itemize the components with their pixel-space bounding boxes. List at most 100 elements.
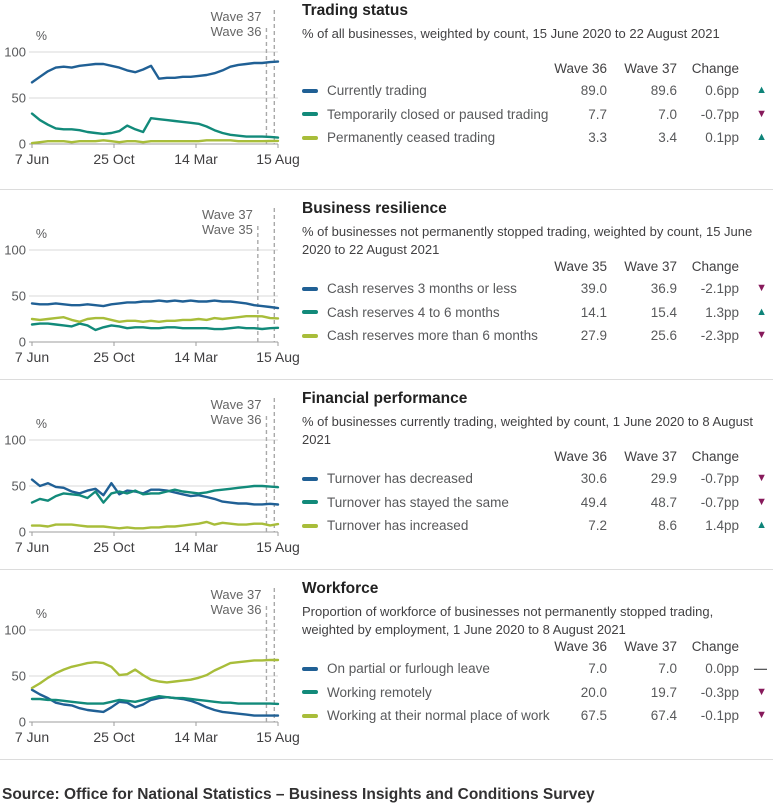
column-header-prev-wave: Wave 36	[554, 638, 607, 654]
table-row: Turnover has stayed the same 49.4 48.7 -…	[302, 491, 767, 515]
table-row: Turnover has increased 7.2 8.6 1.4pp ▲	[302, 514, 767, 538]
panel-title: Business resilience	[302, 200, 447, 217]
x-tick-label: 7 Jun	[15, 349, 49, 365]
x-tick-label: 7 Jun	[15, 151, 49, 167]
change-value: -0.3pp	[700, 684, 739, 700]
series-label: Turnover has decreased	[327, 471, 473, 487]
series-color-swatch-icon	[302, 476, 318, 481]
change-value: -0.1pp	[700, 708, 739, 724]
series-label-cell: Turnover has increased	[302, 518, 549, 533]
info-column: Financial performance % of businesses cu…	[302, 390, 773, 569]
prev-wave-value: 7.2	[588, 518, 607, 534]
wave-marker-label: Wave 37	[202, 207, 253, 222]
table-row: Cash reserves more than 6 months 27.9 25…	[302, 324, 767, 348]
table-row: Currently trading 89.0 89.6 0.6pp ▲	[302, 79, 767, 103]
change-value: -0.7pp	[700, 471, 739, 487]
x-tick-label: 25 Oct	[93, 349, 134, 365]
series-label-cell: Cash reserves 4 to 6 months	[302, 305, 549, 320]
x-tick-label: 25 Oct	[93, 729, 134, 745]
panel-subtitle: % of businesses currently trading, weigh…	[302, 413, 753, 447]
series-label-cell: Working remotely	[302, 685, 549, 700]
series-label-cell: Working at their normal place of work	[302, 708, 550, 723]
change-down-icon: ▼	[756, 709, 767, 722]
y-tick-label: 0	[19, 335, 26, 350]
wave-37-value: 7.0	[658, 661, 677, 677]
chart-column: 0 50 100% 7 Jun 25 Oct 14 Mar 15 Aug Wave 37 Wav…	[0, 200, 302, 379]
series-color-swatch-icon	[302, 135, 318, 140]
series-label: Temporarily closed or paused trading	[327, 106, 549, 122]
x-tick-label: 14 Mar	[174, 151, 218, 167]
table-row: Cash reserves 4 to 6 months 14.1 15.4 1.…	[302, 301, 767, 325]
change-value: 1.4pp	[705, 518, 739, 534]
wave-marker-label: Wave 37	[211, 587, 262, 602]
column-header-prev-wave: Wave 36	[554, 60, 607, 76]
table-row: Working remotely 20.0 19.7 -0.3pp ▼	[302, 681, 767, 705]
series-color-swatch-icon	[302, 112, 318, 117]
column-header-prev-wave: Wave 36	[554, 448, 607, 464]
y-axis-unit-label: %	[36, 607, 47, 621]
prev-wave-value: 7.0	[588, 661, 607, 677]
y-axis-unit-label: %	[36, 227, 47, 241]
info-column: Trading status % of all businesses, weig…	[302, 2, 773, 189]
panel-financial-performance: 0 50 100% 7 Jun 25 Oct 14 Mar 15 Aug Wave 37 Wav…	[0, 380, 773, 570]
line-chart: 0 50 100% 7 Jun 25 Oct 14 Mar 15 Aug Wave 37Wav…	[4, 397, 300, 555]
wave-37-value: 8.6	[658, 518, 677, 534]
prev-wave-value: 49.4	[580, 494, 607, 510]
wave-37-value: 48.7	[650, 494, 677, 510]
y-axis-unit-label: %	[36, 417, 47, 431]
x-tick-label: 14 Mar	[174, 729, 218, 745]
wave-marker-label: Wave 37	[211, 9, 262, 24]
series-line	[30, 139, 280, 145]
column-header-wave-37: Wave 37	[624, 638, 677, 654]
panel-trading-status: 0 50 100% 7 Jun 25 Oct 14 Mar 15 Aug Wave 37 Wav…	[0, 0, 773, 190]
wave-37-value: 67.4	[650, 708, 677, 724]
change-down-icon: ▼	[756, 495, 767, 508]
x-tick-label: 14 Mar	[174, 539, 218, 555]
comparison-table: Wave 35 Wave 37 Change Cash reserves 3 m…	[302, 255, 767, 348]
wave-37-value: 19.7	[650, 684, 677, 700]
prev-wave-value: 7.7	[588, 106, 607, 122]
chart-column: 0 50 100% 7 Jun 25 Oct 14 Mar 15 Aug Wave 37 Wav…	[0, 2, 302, 189]
series-label-cell: Cash reserves more than 6 months	[302, 328, 549, 343]
change-value: -0.7pp	[700, 106, 739, 122]
line-chart: 0 50 100% 7 Jun 25 Oct 14 Mar 15 Aug Wave 37Wav…	[4, 587, 300, 745]
table-header-row: Wave 35 Wave 37 Change	[302, 255, 767, 277]
prev-wave-value: 3.3	[588, 130, 607, 146]
series-label: Currently trading	[327, 83, 427, 99]
prev-wave-value: 89.0	[580, 83, 607, 99]
series-line	[30, 520, 280, 530]
series-label-cell: Cash reserves 3 months or less	[302, 281, 549, 296]
series-label: Cash reserves 3 months or less	[327, 281, 517, 297]
wave-37-value: 7.0	[658, 106, 677, 122]
y-tick-label: 0	[19, 137, 26, 152]
series-line	[30, 478, 280, 506]
change-up-icon: ▲	[756, 131, 767, 144]
x-tick-label: 25 Oct	[93, 151, 134, 167]
prev-wave-value: 27.9	[580, 328, 607, 344]
series-label: Permanently ceased trading	[327, 130, 496, 146]
table-row: Cash reserves 3 months or less 39.0 36.9…	[302, 277, 767, 301]
series-color-swatch-icon	[302, 523, 318, 528]
series-line	[30, 688, 280, 717]
series-label-cell: Permanently ceased trading	[302, 130, 549, 145]
prev-wave-value: 30.6	[580, 471, 607, 487]
y-tick-label: 50	[12, 91, 26, 106]
table-row: Permanently ceased trading 3.3 3.4 0.1pp…	[302, 126, 767, 150]
prev-wave-value: 14.1	[580, 304, 607, 320]
table-header-row: Wave 36 Wave 37 Change	[302, 57, 767, 79]
column-header-change: Change	[691, 258, 739, 274]
wave-37-value: 29.9	[650, 471, 677, 487]
series-color-swatch-icon	[302, 713, 318, 718]
source-attribution: Source: Office for National Statistics –…	[2, 786, 595, 803]
series-label: Working remotely	[327, 684, 432, 700]
series-label: Cash reserves more than 6 months	[327, 328, 538, 344]
wave-marker-label: Wave 36	[211, 602, 262, 617]
series-line	[30, 694, 280, 706]
wave-37-value: 25.6	[650, 328, 677, 344]
y-tick-label: 100	[4, 243, 26, 258]
prev-wave-value: 20.0	[580, 684, 607, 700]
panel-subtitle: % of businesses not permanently stopped …	[302, 223, 753, 257]
chart-column: 0 50 100% 7 Jun 25 Oct 14 Mar 15 Aug Wave 37 Wav…	[0, 390, 302, 569]
panel-title: Trading status	[302, 2, 408, 19]
change-no-change-icon: —	[754, 661, 767, 677]
